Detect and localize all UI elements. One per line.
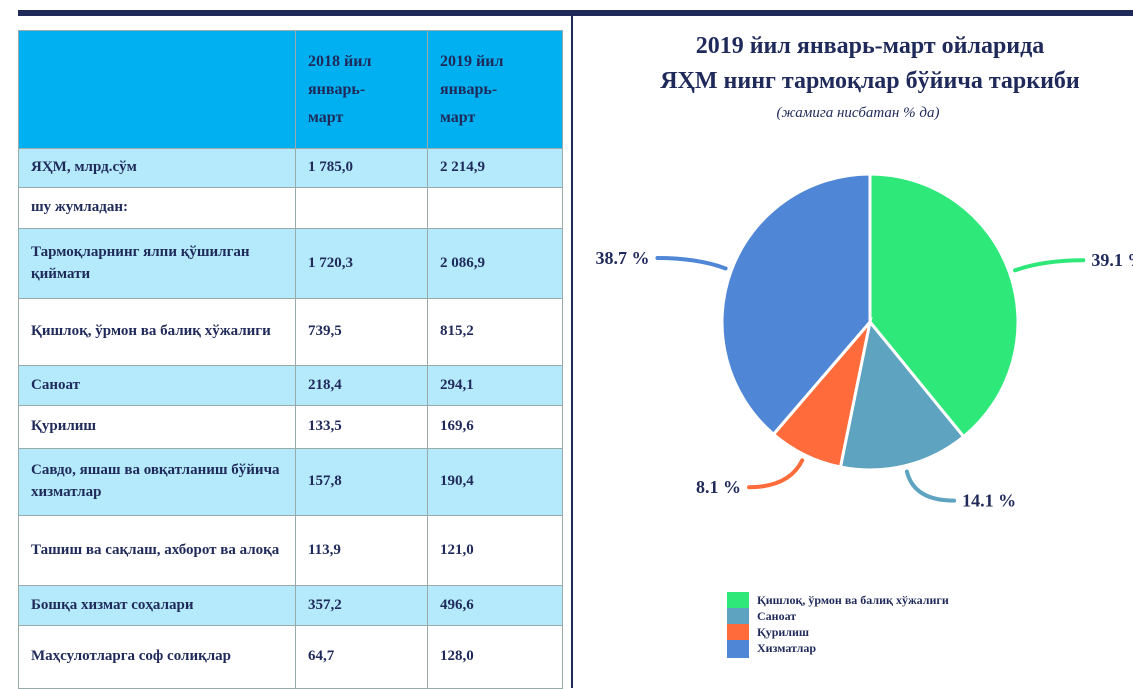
header-text: 2019 йил январь-март (440, 52, 504, 126)
legend-swatch (727, 640, 749, 658)
table-cell: 121,0 (427, 515, 563, 586)
table-cell: 218,4 (295, 365, 428, 406)
table-cell: 1 720,3 (295, 228, 428, 299)
leader-line (747, 458, 805, 490)
table-cell: 294,1 (427, 365, 563, 406)
table-cell: шу жумладан: (18, 187, 296, 229)
chart-title: 2019 йил январь-март ойларида (696, 33, 1045, 59)
table-cell: 739,5 (295, 298, 428, 366)
table-cell: 128,0 (427, 625, 563, 689)
legend-label: Қурилиш (757, 625, 809, 639)
table-cell (427, 187, 563, 229)
table-row: ЯҲМ, млрд.сўм 1 785,0 2 214,9 (18, 148, 563, 188)
table-cell: 2 086,9 (427, 228, 563, 299)
table-cell: ЯҲМ, млрд.сўм (18, 148, 296, 188)
divider (571, 16, 573, 688)
table-cell: 190,4 (427, 448, 563, 516)
table-row: Қурилиш 133,5 169,6 (18, 405, 563, 449)
table-row: Ташиш ва сақлаш, ахборот ва алоқа 113,9 12… (18, 515, 563, 586)
table-cell: Қишлоқ, ўрмон ва балиқ хўжалиги (18, 298, 296, 366)
table-cell: Маҳсулотларга соф солиқлар (18, 625, 296, 689)
data-label: 38.7 % (595, 248, 649, 268)
pie-slice (720, 172, 872, 437)
header-row: 2018 йил январь-март 2019 йил январь-мар… (18, 30, 563, 149)
header-cell (18, 30, 296, 149)
table-cell: 496,6 (427, 585, 563, 626)
chart-subtitle: (жамига нисбатан % да) (777, 105, 940, 121)
table-row: Бошқа хизмат соҳалари 357,2 496,6 (18, 585, 563, 626)
table-cell: 1 785,0 (295, 148, 428, 188)
table-cell: Тармоқларнинг ялпи қўшилган қиймати (18, 228, 296, 299)
data-label: 8.1 % (696, 477, 741, 497)
header-cell: 2018 йил январь-март (295, 30, 428, 149)
table-cell: 169,6 (427, 405, 563, 449)
table-row: Саноат 218,4 294,1 (18, 365, 563, 406)
table-cell: 357,2 (295, 585, 428, 626)
table-cell: Савдо, яшаш ва овқатланиш бўйича хизматл… (18, 448, 296, 516)
table-row: Маҳсулотларга соф солиқлар 64,7 128,0 (18, 625, 563, 689)
table-row: Тармоқларнинг ялпи қўшилган қиймати 1 720… (18, 228, 563, 299)
table-row: шу жумладан: (18, 187, 563, 229)
leader-line (1013, 258, 1086, 273)
data-table: 2018 йил январь-март 2019 йил январь-мар… (18, 30, 563, 689)
data-label: 14.1 % (962, 491, 1016, 511)
legend-label: Қишлоқ, ўрмон ва балиқ хўжалиги (757, 593, 949, 607)
legend-label: Хизматлар (757, 641, 816, 655)
table-cell: Ташиш ва сақлаш, ахборот ва алоқа (18, 515, 296, 586)
table-cell: 133,5 (295, 405, 428, 449)
legend-swatch (727, 624, 749, 642)
header-cell: 2019 йил январь-март (427, 30, 563, 149)
table-row: Савдо, яшаш ва овқатланиш бўйича хизматл… (18, 448, 563, 516)
table-cell: 64,7 (295, 625, 428, 689)
data-label: 39.1 % (1091, 250, 1133, 270)
leader-line (655, 256, 728, 271)
pie-slice (868, 172, 1020, 439)
legend-swatch (727, 608, 749, 626)
table-cell: Бошқа хизмат соҳалари (18, 585, 296, 626)
top-bar (18, 10, 1133, 16)
chart-title: ЯҲМ нинг тармоқлар бўйича таркиби (660, 68, 1080, 94)
table-cell: Қурилиш (18, 405, 296, 449)
table-row: Қишлоқ, ўрмон ва балиқ хўжалиги 739,5 815,… (18, 298, 563, 366)
header-text: 2018 йил январь-март (308, 52, 372, 126)
table-cell: 113,9 (295, 515, 428, 586)
pie-slice (838, 318, 966, 472)
legend-label: Саноат (757, 609, 796, 623)
legend-swatch (727, 592, 749, 610)
table-cell: Саноат (18, 365, 296, 406)
table-cell: 157,8 (295, 448, 428, 516)
leader-line (904, 469, 957, 503)
table-cell: 2 214,9 (427, 148, 563, 188)
